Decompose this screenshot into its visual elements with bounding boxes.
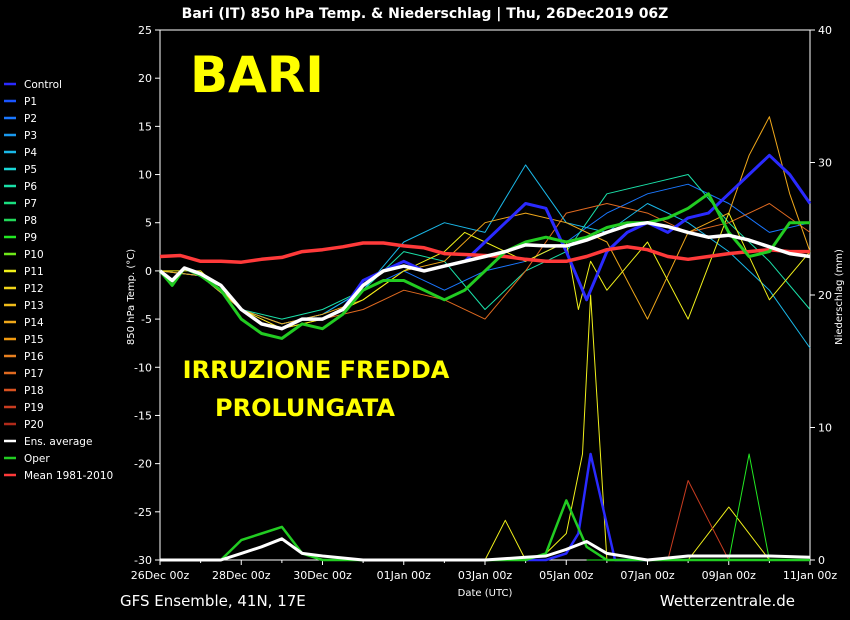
y-tick-label-left: 10 xyxy=(138,169,152,182)
chart-title: Bari (IT) 850 hPa Temp. & Niederschlag |… xyxy=(182,6,669,22)
series-line-oper xyxy=(158,192,810,340)
overlay-line-2: PROLUNGATA xyxy=(215,394,395,422)
y-tick-label-left: -10 xyxy=(134,361,152,374)
y-tick-label-left: 20 xyxy=(138,72,152,85)
overlay-line-1: IRRUZIONE FREDDA xyxy=(183,356,450,384)
y-tick-label-left: -5 xyxy=(141,313,152,326)
series-line-control_precip xyxy=(525,452,648,562)
y-tick-label-left: 5 xyxy=(145,217,152,230)
y-axis-label-right: Niederschlag (mm) xyxy=(834,249,845,345)
x-tick-label: 11Jan 00z xyxy=(783,569,837,582)
legend-label: P5 xyxy=(24,164,37,176)
footer-model: GFS Ensemble, 41N, 17E xyxy=(120,592,306,610)
y-tick-label-right: 30 xyxy=(818,157,832,170)
y-tick-label-left: -20 xyxy=(134,458,152,471)
series-line-p6 xyxy=(159,174,811,320)
y-tick-label-right: 0 xyxy=(818,554,825,567)
legend-label: Control xyxy=(24,79,62,91)
legend-label: Mean 1981-2010 xyxy=(24,470,113,482)
legend: Control P1 P2 P3 P4 P5 P6 P7 P8 P9 P10 P11 P12 P13 P14… xyxy=(4,79,113,482)
legend-label: P18 xyxy=(24,385,44,397)
y-tick-label-left: -25 xyxy=(134,506,152,519)
legend-label: P1 xyxy=(24,96,37,108)
series-layer xyxy=(158,116,812,562)
right-axis: 40 30 20 10 0 xyxy=(810,24,832,567)
series-line-ens_avg xyxy=(158,220,811,331)
x-tick-label: 28Dec 00z xyxy=(212,569,271,582)
legend-label: P12 xyxy=(24,283,44,295)
x-tick-label: 09Jan 00z xyxy=(702,569,756,582)
legend-label: P2 xyxy=(24,113,37,125)
legend-label: P17 xyxy=(24,368,44,380)
x-axis-label: Date (UTC) xyxy=(458,588,513,599)
x-tick-label: 26Dec 00z xyxy=(131,569,190,582)
y-tick-label-left: 15 xyxy=(138,120,152,133)
legend-label: Ens. average xyxy=(24,436,92,448)
legend-label: P9 xyxy=(24,232,37,244)
y-tick-label-left: -30 xyxy=(134,554,152,567)
series-line-p14 xyxy=(159,116,811,325)
legend-label: P13 xyxy=(24,300,44,312)
legend-label: P3 xyxy=(24,130,37,142)
y-tick-label-left: -15 xyxy=(134,409,152,422)
x-axis: 26Dec 00z 28Dec 00z 30Dec 00z 01Jan 00z 03Ja… xyxy=(131,560,837,582)
y-tick-label-left: 0 xyxy=(145,265,152,278)
x-tick-label: 01Jan 00z xyxy=(377,569,431,582)
legend-label: P7 xyxy=(24,198,37,210)
y-axis-label-left: 850 hPa Temp. (°C) xyxy=(126,249,137,345)
y-tick-label-right: 10 xyxy=(818,422,832,435)
legend-label: P14 xyxy=(24,317,44,329)
x-tick-label: 03Jan 00z xyxy=(458,569,512,582)
legend-label: Oper xyxy=(24,453,50,465)
y-tick-label-left: 25 xyxy=(138,24,152,37)
footer-source: Wetterzentrale.de xyxy=(660,592,795,610)
left-axis: 25 20 15 10 5 0 -5 -10 -15 -20 -25 -30 xyxy=(134,24,160,567)
overlay-title: BARI xyxy=(190,46,324,104)
legend-label: P10 xyxy=(24,249,44,261)
legend-label: P16 xyxy=(24,351,44,363)
legend-label: P4 xyxy=(24,147,37,159)
legend-label: P15 xyxy=(24,334,44,346)
series-line-ens_avg_precip xyxy=(160,537,811,562)
legend-label: P20 xyxy=(24,419,44,431)
y-tick-label-right: 20 xyxy=(818,289,832,302)
x-tick-label: 07Jan 00z xyxy=(620,569,674,582)
x-tick-label: 05Jan 00z xyxy=(539,569,593,582)
legend-label: P8 xyxy=(24,215,37,227)
x-tick-label: 30Dec 00z xyxy=(293,569,352,582)
legend-label: P6 xyxy=(24,181,37,193)
legend-label: P19 xyxy=(24,402,44,414)
y-tick-label-right: 40 xyxy=(818,24,832,37)
legend-label: P11 xyxy=(24,266,44,278)
